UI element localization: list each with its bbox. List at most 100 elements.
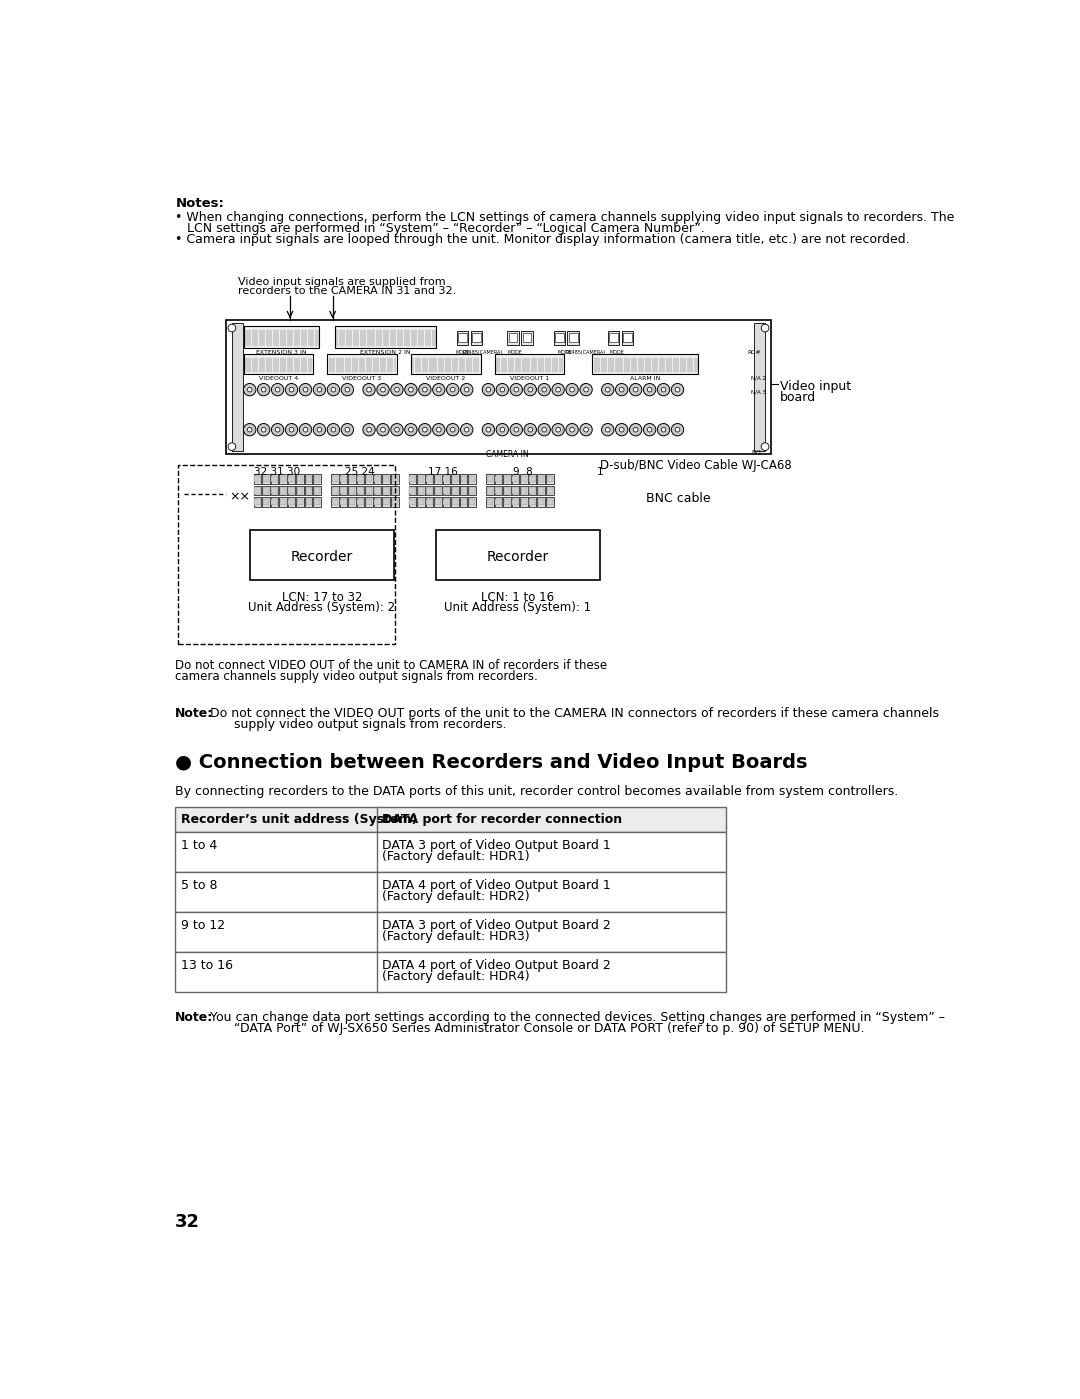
Bar xyxy=(332,487,338,494)
Text: N/1: N/1 xyxy=(751,449,761,455)
Text: “DATA Port” of WJ-SX650 Series Administrator Console or DATA PORT (refer to p. 9: “DATA Port” of WJ-SX650 Series Administr… xyxy=(206,1021,865,1035)
Circle shape xyxy=(299,424,312,436)
Text: RC#: RC# xyxy=(747,350,761,355)
Circle shape xyxy=(345,427,350,432)
Bar xyxy=(375,476,380,483)
Bar xyxy=(177,464,394,644)
Bar xyxy=(382,474,390,484)
Circle shape xyxy=(658,424,670,436)
Circle shape xyxy=(647,427,652,432)
Bar xyxy=(545,485,554,495)
Circle shape xyxy=(524,424,537,436)
Circle shape xyxy=(583,427,589,432)
Bar xyxy=(339,498,348,506)
Bar xyxy=(356,498,364,506)
Bar xyxy=(383,487,389,494)
Bar xyxy=(232,323,243,452)
Bar xyxy=(279,474,287,484)
Bar xyxy=(327,354,397,375)
Bar xyxy=(417,474,424,484)
Bar xyxy=(306,487,312,494)
Circle shape xyxy=(570,388,575,392)
Text: 5 to 8: 5 to 8 xyxy=(180,880,217,893)
Bar xyxy=(512,476,518,483)
Text: Recorder: Recorder xyxy=(487,550,549,564)
Bar xyxy=(305,474,312,484)
Bar xyxy=(496,476,501,483)
Bar xyxy=(254,485,261,495)
Circle shape xyxy=(606,427,610,432)
Bar xyxy=(444,499,449,505)
Bar xyxy=(434,485,442,495)
Text: DATA 4 port of Video Output Board 2: DATA 4 port of Video Output Board 2 xyxy=(382,960,611,972)
Bar xyxy=(287,485,296,495)
Circle shape xyxy=(247,427,252,432)
Text: VIDEOOUT 4: VIDEOOUT 4 xyxy=(259,376,298,381)
Circle shape xyxy=(619,427,624,432)
Bar xyxy=(296,485,303,495)
Text: 9 to 12: 9 to 12 xyxy=(180,919,225,932)
Circle shape xyxy=(606,388,610,392)
Text: 9  8: 9 8 xyxy=(513,467,532,477)
Bar xyxy=(512,485,519,495)
Bar xyxy=(391,498,399,506)
Bar xyxy=(426,498,433,506)
Circle shape xyxy=(394,388,400,392)
Bar xyxy=(262,485,270,495)
Circle shape xyxy=(644,383,656,396)
Circle shape xyxy=(672,383,684,396)
Bar xyxy=(487,487,494,494)
Bar xyxy=(409,487,416,494)
Bar xyxy=(469,498,476,506)
Circle shape xyxy=(363,424,375,436)
Bar xyxy=(469,476,475,483)
Bar xyxy=(313,474,321,484)
Circle shape xyxy=(303,388,308,392)
Bar xyxy=(460,487,467,494)
Circle shape xyxy=(332,427,336,432)
Text: (Factory default: HDR4): (Factory default: HDR4) xyxy=(382,971,530,983)
Circle shape xyxy=(538,424,551,436)
Circle shape xyxy=(482,383,495,396)
Text: 1 to 4: 1 to 4 xyxy=(180,839,217,852)
Text: MODE: MODE xyxy=(508,350,523,355)
Bar xyxy=(418,499,424,505)
Circle shape xyxy=(247,388,252,392)
Circle shape xyxy=(341,424,353,436)
Text: Unit Address (System): 2: Unit Address (System): 2 xyxy=(248,602,395,614)
Bar xyxy=(569,333,578,341)
Bar xyxy=(460,499,467,505)
Bar xyxy=(262,474,270,484)
Bar xyxy=(408,498,416,506)
Circle shape xyxy=(408,427,414,432)
Bar xyxy=(255,499,260,505)
Circle shape xyxy=(538,383,551,396)
Circle shape xyxy=(510,383,523,396)
Bar xyxy=(297,499,303,505)
Bar xyxy=(443,474,450,484)
Bar xyxy=(366,476,373,483)
Bar xyxy=(427,499,433,505)
Bar xyxy=(451,499,458,505)
Bar xyxy=(243,354,313,375)
Circle shape xyxy=(580,424,592,436)
Text: • When changing connections, perform the LCN settings of camera channels supplyi: • When changing connections, perform the… xyxy=(175,211,955,224)
Text: RS485(CAMERA): RS485(CAMERA) xyxy=(565,350,606,355)
Bar xyxy=(365,498,373,506)
Circle shape xyxy=(303,427,308,432)
Bar xyxy=(375,487,380,494)
Bar xyxy=(175,831,726,872)
Bar xyxy=(504,476,510,483)
Bar xyxy=(427,487,433,494)
Bar xyxy=(391,474,399,484)
Circle shape xyxy=(405,424,417,436)
Bar xyxy=(434,474,442,484)
Circle shape xyxy=(633,427,638,432)
Bar xyxy=(227,320,770,455)
Circle shape xyxy=(486,388,490,392)
Circle shape xyxy=(580,383,592,396)
Bar xyxy=(271,487,278,494)
Bar xyxy=(457,332,469,346)
Bar xyxy=(418,476,424,483)
Circle shape xyxy=(528,388,532,392)
